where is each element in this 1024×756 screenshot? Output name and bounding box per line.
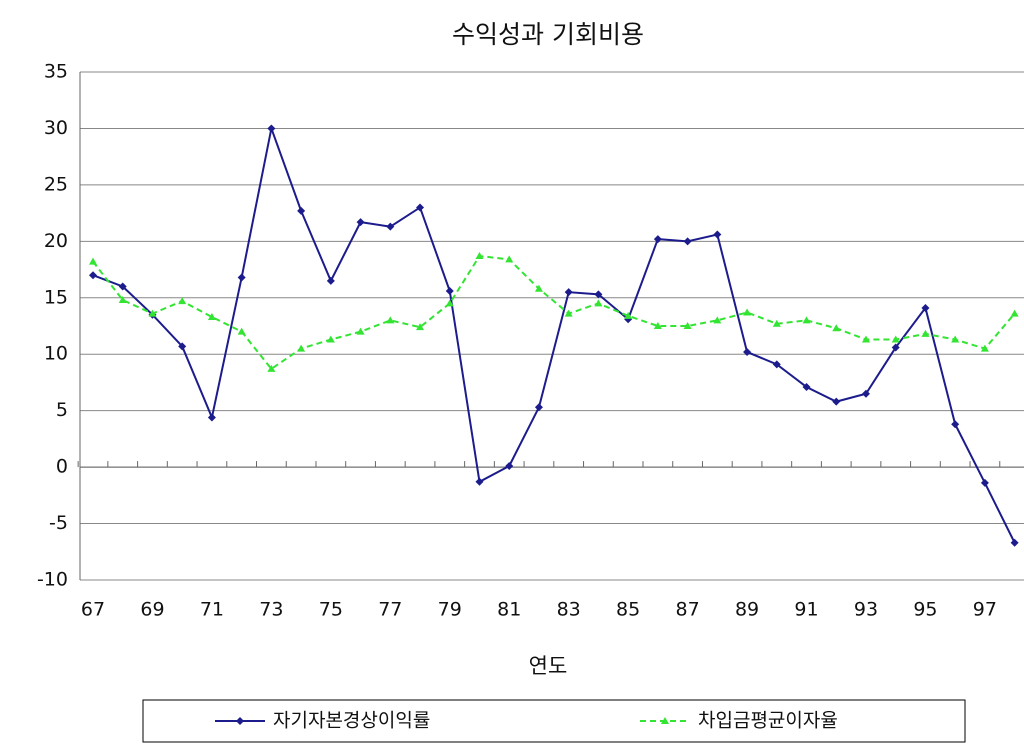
data-point	[356, 218, 365, 227]
y-tick-label: 30	[44, 117, 68, 139]
legend-marker	[661, 717, 669, 724]
chart-title: 수익성과 기회비용	[452, 20, 644, 49]
data-point	[772, 319, 781, 327]
data-point	[891, 343, 900, 352]
series-line	[92, 254, 1016, 371]
data-point	[326, 276, 335, 285]
data-point	[416, 203, 425, 212]
data-point	[89, 271, 97, 280]
x-tick-label: 81	[497, 599, 521, 621]
x-tick-label: 71	[200, 599, 224, 621]
data-point	[445, 299, 454, 307]
data-point	[386, 222, 395, 231]
y-tick-label: 10	[44, 343, 68, 365]
data-point	[178, 297, 187, 305]
data-point	[386, 316, 395, 324]
x-tick-label: 75	[319, 599, 343, 621]
y-tick-label: 0	[56, 456, 68, 478]
data-point	[416, 323, 425, 331]
data-point	[356, 327, 365, 335]
data-point	[980, 344, 989, 352]
data-point	[564, 288, 573, 297]
x-tick-label: 79	[438, 599, 462, 621]
data-point	[1010, 538, 1019, 547]
data-point	[148, 309, 157, 317]
data-point	[951, 420, 960, 429]
data-point	[713, 316, 722, 324]
x-tick-label: 77	[378, 599, 402, 621]
data-point	[118, 296, 127, 304]
y-tick-label: 20	[44, 230, 68, 252]
x-tick-label: 69	[140, 599, 164, 621]
data-point	[891, 335, 900, 343]
data-point	[297, 344, 306, 352]
data-point	[594, 290, 603, 299]
x-tick-label: 89	[735, 599, 759, 621]
data-point	[653, 235, 662, 244]
x-tick-label: 95	[913, 599, 937, 621]
data-point	[237, 327, 246, 335]
data-point	[951, 335, 960, 343]
legend-label: 차입금평균이자율	[698, 710, 838, 732]
x-tick-label: 73	[259, 599, 283, 621]
data-point	[594, 299, 603, 307]
y-tick-label: -5	[49, 512, 68, 534]
data-point	[297, 206, 306, 215]
data-point	[653, 322, 662, 329]
data-point	[802, 382, 811, 391]
data-point	[475, 477, 484, 486]
y-tick-label: 15	[44, 286, 68, 308]
data-point	[445, 287, 454, 296]
data-point	[1010, 309, 1019, 317]
data-point	[534, 284, 543, 292]
data-point	[564, 309, 573, 317]
data-point	[802, 316, 811, 324]
data-point	[743, 347, 752, 356]
data-point	[505, 461, 514, 470]
y-tick-label: -10	[37, 569, 68, 591]
data-point	[713, 230, 722, 239]
data-point	[207, 413, 216, 422]
x-axis-label: 연도	[529, 654, 568, 678]
x-tick-label: 91	[794, 599, 818, 621]
data-point	[89, 257, 97, 265]
data-point	[534, 403, 543, 412]
data-point	[772, 360, 781, 369]
data-point	[475, 252, 484, 260]
x-tick-label: 67	[81, 599, 105, 621]
data-point	[861, 389, 870, 398]
data-point	[505, 255, 514, 263]
x-tick-label: 87	[676, 599, 700, 621]
data-point	[861, 335, 870, 343]
data-point	[237, 273, 246, 282]
y-tick-label: 35	[44, 61, 68, 83]
data-point	[267, 124, 276, 133]
data-point	[178, 342, 187, 351]
y-tick-label: 25	[44, 173, 68, 195]
data-point	[683, 322, 692, 329]
data-point	[921, 329, 930, 337]
data-point	[326, 335, 335, 343]
x-tick-label: 85	[616, 599, 640, 621]
data-point	[743, 308, 752, 316]
series-line	[92, 124, 1016, 544]
x-tick-label: 93	[854, 599, 878, 621]
legend-marker	[236, 717, 244, 725]
data-point	[624, 311, 633, 319]
data-point	[267, 364, 276, 372]
data-point	[118, 282, 127, 291]
data-point	[980, 478, 989, 487]
data-point	[832, 397, 841, 406]
y-tick-label: 5	[56, 399, 68, 421]
data-point	[921, 303, 930, 312]
data-point	[832, 324, 841, 332]
x-tick-label: 97	[973, 599, 997, 621]
legend-label: 자기자본경상이익률	[273, 710, 430, 732]
data-point	[683, 237, 692, 246]
legend-box	[142, 699, 966, 743]
data-point	[207, 312, 216, 320]
x-tick-label: 83	[557, 599, 581, 621]
